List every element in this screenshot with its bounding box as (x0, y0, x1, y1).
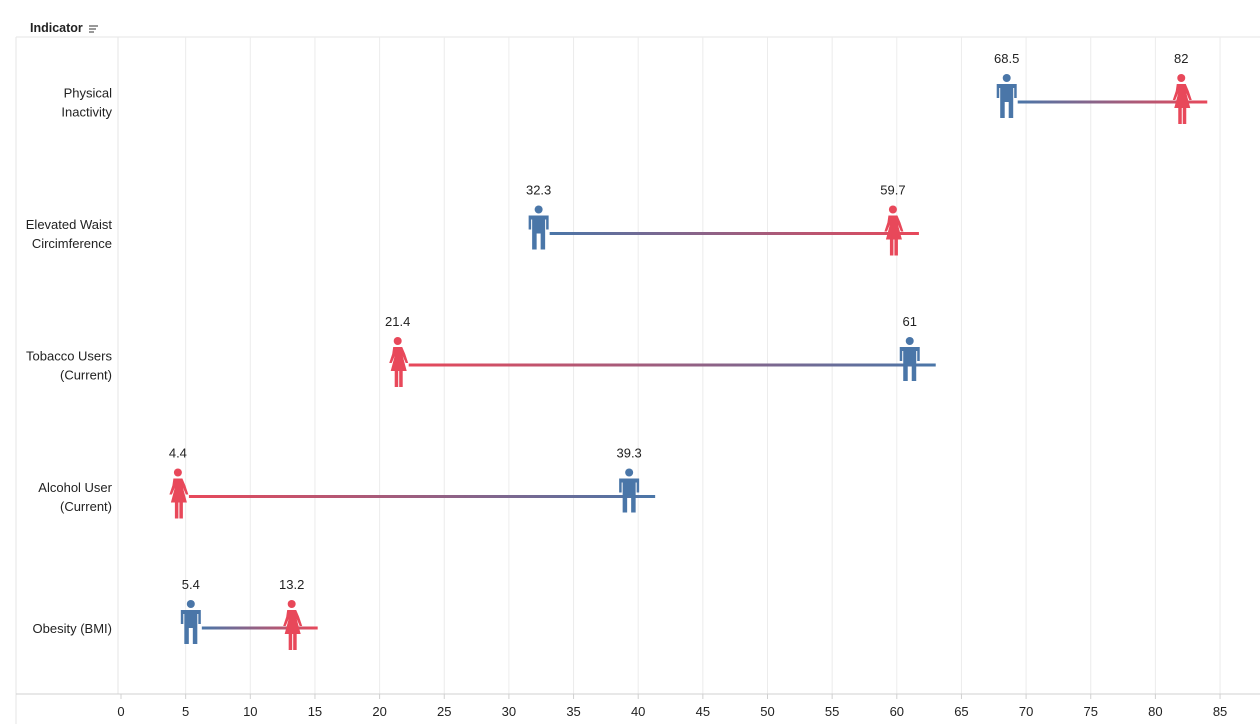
row-label: Circimference (32, 236, 112, 251)
x-tick-label: 65 (954, 704, 968, 719)
female-value-label: 82 (1174, 51, 1188, 66)
x-tick-label: 55 (825, 704, 839, 719)
x-tick-label: 50 (760, 704, 774, 719)
row-tobacco-users-current: Tobacco Users (Current) 61 21.4 (26, 314, 936, 387)
x-tick-label: 40 (631, 704, 645, 719)
x-tick-label: 25 (437, 704, 451, 719)
row-elevated-waist-circimference: Elevated Waist Circimference 32.3 59.7 (26, 183, 919, 256)
male-value-label: 68.5 (994, 51, 1019, 66)
female-figure-icon (389, 337, 409, 387)
row-alcohol-user-current: Alcohol User (Current) 39.3 4.4 (38, 446, 656, 519)
female-figure-icon (283, 600, 303, 650)
row-physical-inactivity: Physical Inactivity 68.5 82 (61, 51, 1208, 124)
range-line (1017, 100, 1208, 104)
female-value-label: 59.7 (880, 183, 905, 198)
x-tick-label: 15 (308, 704, 322, 719)
row-label: Obesity (BMI) (33, 621, 112, 636)
male-value-label: 61 (902, 314, 916, 329)
x-tick-label: 45 (696, 704, 710, 719)
row-label: Physical (64, 86, 113, 101)
female-value-label: 4.4 (169, 446, 187, 461)
male-value-label: 39.3 (616, 446, 641, 461)
female-value-label: 13.2 (279, 577, 304, 592)
male-figure-icon (899, 337, 920, 381)
female-figure-icon (884, 205, 904, 256)
range-line (549, 232, 919, 235)
row-label: Alcohol User (38, 480, 112, 495)
row-label: (Current) (60, 368, 112, 383)
x-tick-label: 75 (1084, 704, 1098, 719)
x-tick-label: 30 (502, 704, 516, 719)
female-figure-icon (1172, 74, 1192, 124)
male-figure-icon (180, 600, 201, 644)
male-value-label: 32.3 (526, 183, 551, 198)
x-tick-label: 20 (372, 704, 386, 719)
range-line (201, 626, 318, 630)
x-tick-label: 85 (1213, 704, 1227, 719)
row-label: (Current) (60, 499, 112, 514)
male-figure-icon (996, 74, 1017, 118)
x-tick-label: 0 (117, 704, 124, 719)
x-tick-label: 5 (182, 704, 189, 719)
sort-icon[interactable] (89, 25, 98, 33)
x-tick-label: 60 (890, 704, 904, 719)
male-figure-icon (619, 468, 640, 513)
chart-rows: Physical Inactivity 68.5 82 Elevated Waist Ci… (26, 51, 1208, 650)
x-tick-label: 35 (566, 704, 580, 719)
male-figure-icon (528, 205, 549, 250)
row-label: Tobacco Users (26, 349, 112, 364)
row-label: Elevated Waist (26, 217, 113, 232)
range-line (188, 495, 656, 498)
x-tick-label: 80 (1148, 704, 1162, 719)
range-line (408, 363, 936, 367)
female-value-label: 21.4 (385, 314, 410, 329)
x-tick-label: 70 (1019, 704, 1033, 719)
indicator-header[interactable]: Indicator (30, 21, 83, 35)
row-obesity-bmi: Obesity (BMI) 5.4 13.2 (33, 577, 318, 650)
x-tick-label: 10 (243, 704, 257, 719)
row-label: Inactivity (61, 105, 112, 120)
x-axis-ticks: 0 5 10 15 20 25 30 35 40 45 50 55 60 65 70 75 80 85 (117, 694, 1227, 719)
female-figure-icon (169, 468, 189, 519)
male-value-label: 5.4 (182, 577, 200, 592)
